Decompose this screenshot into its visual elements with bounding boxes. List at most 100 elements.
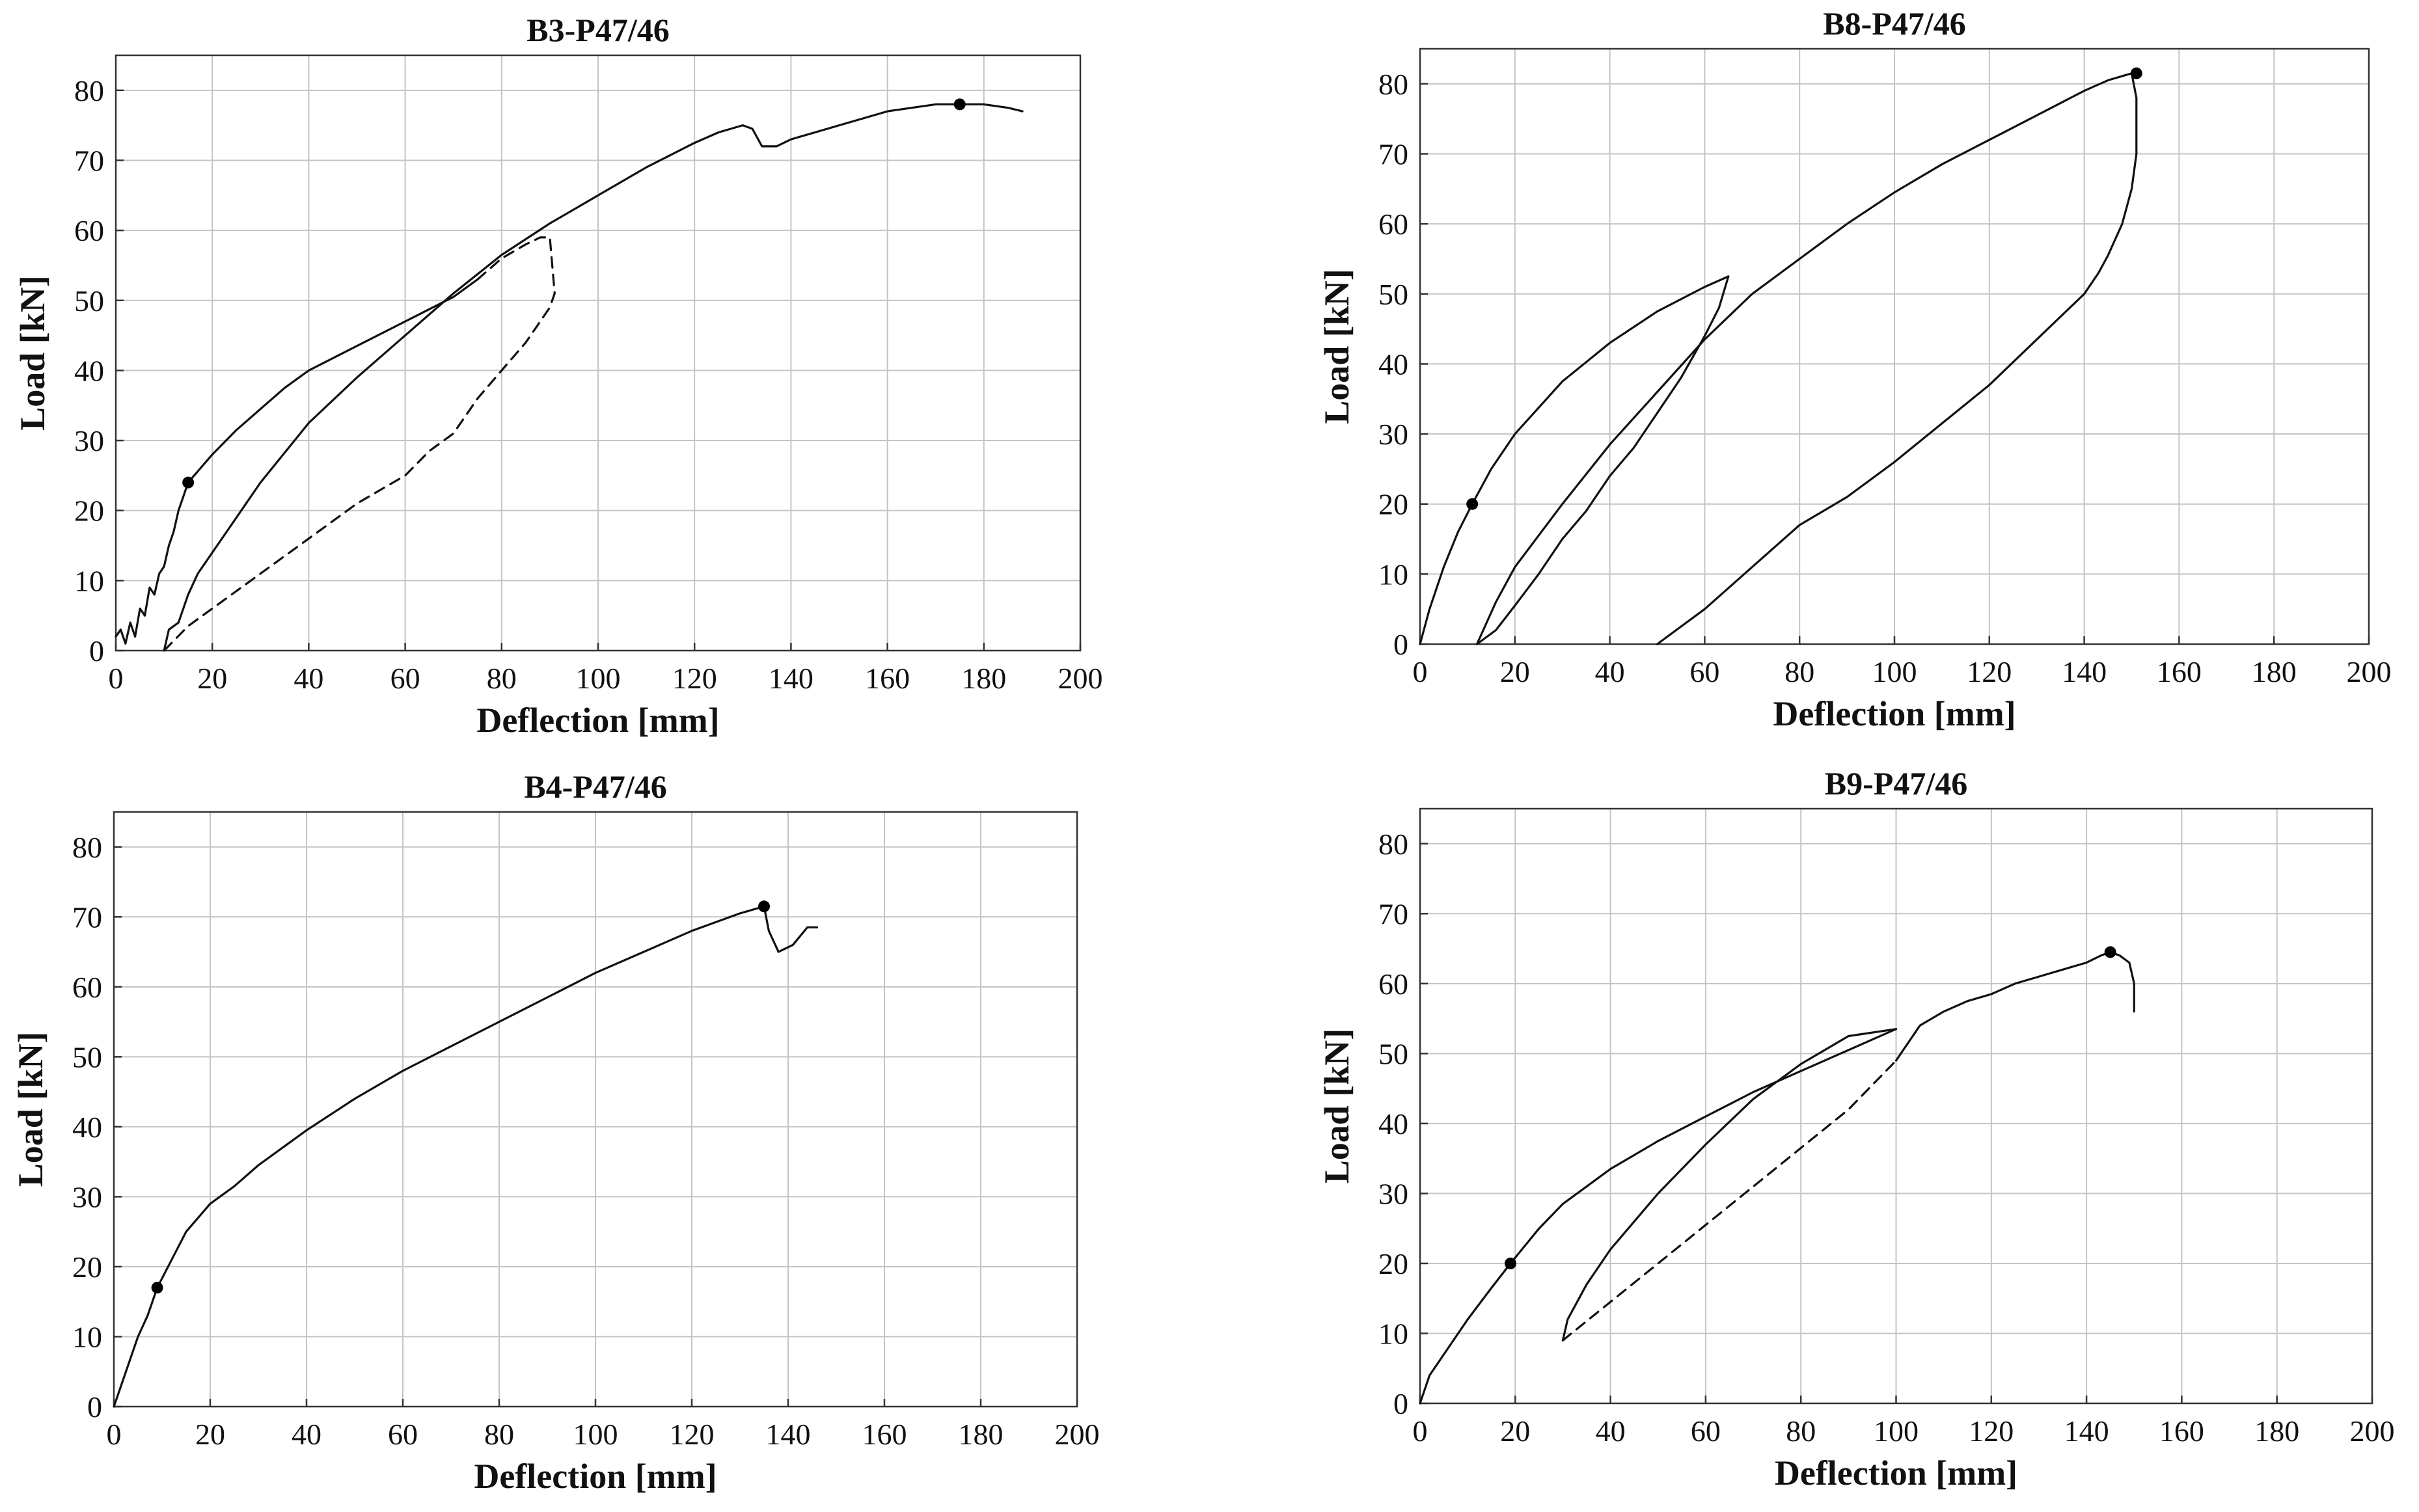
- b8-series-0-line: [1419, 275, 1730, 645]
- b4-xtick-label-160: 160: [862, 1418, 907, 1451]
- b9-xtick-label-0: 0: [1413, 1414, 1428, 1448]
- b9-ytick-label-10: 10: [1378, 1317, 1408, 1350]
- b9-series-2-line: [1561, 1059, 1898, 1342]
- b8-ytick-label-30: 30: [1378, 418, 1408, 451]
- b3-series-1-line: [163, 236, 556, 652]
- b8-y-axis-label: Load [kN]: [1317, 269, 1356, 424]
- b9-xtick-label-80: 80: [1786, 1414, 1816, 1448]
- b9-x-axis-label: Deflection [mm]: [1775, 1453, 2017, 1492]
- b4-x-axis-label: Deflection [mm]: [474, 1457, 717, 1496]
- b3-xtick-label-60: 60: [390, 662, 420, 695]
- b8-xtick-label-60: 60: [1689, 655, 1719, 688]
- b3-xtick-label-80: 80: [487, 662, 517, 695]
- b9-ytick-label-20: 20: [1378, 1247, 1408, 1280]
- b3-xtick-label-40: 40: [294, 662, 323, 695]
- b9-marker-point-0: [1504, 1257, 1516, 1269]
- b3-xtick-label-200: 200: [1058, 662, 1103, 695]
- b8-xtick-label-120: 120: [1967, 655, 2012, 688]
- b3-xtick-label-160: 160: [865, 662, 910, 695]
- b9-ytick-label-80: 80: [1378, 828, 1408, 861]
- b3-xtick-label-100: 100: [576, 662, 621, 695]
- b4-xtick-label-80: 80: [484, 1418, 514, 1451]
- b9-marker-point-1: [2104, 946, 2116, 958]
- b8-xtick-label-180: 180: [2252, 655, 2297, 688]
- b3-x-axis-label: Deflection [mm]: [476, 701, 719, 740]
- b4-ytick-label-0: 0: [87, 1390, 102, 1424]
- b8-ytick-label-50: 50: [1378, 278, 1408, 311]
- b9-y-axis-label: Load [kN]: [1317, 1029, 1356, 1184]
- b9-ytick-label-50: 50: [1378, 1037, 1408, 1070]
- b9-xtick-label-20: 20: [1500, 1414, 1530, 1448]
- b3-marker-point-0: [182, 476, 195, 489]
- b3-series-0-line: [115, 278, 479, 645]
- b4-ytick-label-40: 40: [72, 1111, 102, 1144]
- b4-xtick-label-60: 60: [388, 1418, 418, 1451]
- b9-ytick-label-40: 40: [1378, 1107, 1408, 1141]
- b8-marker-point-1: [2130, 67, 2142, 79]
- b8-ytick-label-40: 40: [1378, 347, 1408, 381]
- b4-xtick-label-180: 180: [959, 1418, 1004, 1451]
- b4-marker-point-1: [758, 900, 770, 913]
- b9-xtick-label-60: 60: [1691, 1414, 1721, 1448]
- b4-ytick-label-50: 50: [72, 1040, 102, 1073]
- b3-ytick-label-10: 10: [74, 564, 104, 597]
- b8-ytick-label-20: 20: [1378, 488, 1408, 521]
- b3-series-2-line: [163, 103, 1024, 652]
- b3-ytick-label-80: 80: [74, 74, 104, 107]
- b3-xtick-label-0: 0: [109, 662, 124, 695]
- b3-xtick-label-180: 180: [961, 662, 1006, 695]
- b8-ytick-label-80: 80: [1378, 68, 1408, 101]
- b8-ytick-label-10: 10: [1378, 558, 1408, 591]
- b8-x-axis-label: Deflection [mm]: [1773, 694, 2016, 733]
- b9-xtick-label-140: 140: [2064, 1414, 2109, 1448]
- b3-chart-title: B3-P47/46: [526, 12, 669, 48]
- b8-xtick-label-200: 200: [2347, 655, 2392, 688]
- b9-xtick-label-160: 160: [2159, 1414, 2204, 1448]
- b4-xtick-label-100: 100: [573, 1418, 618, 1451]
- b8-chart-title: B8-P47/46: [1823, 5, 1965, 42]
- b3-ytick-label-60: 60: [74, 214, 104, 247]
- b9-xtick-label-200: 200: [2350, 1414, 2395, 1448]
- b9-chart-title: B9-P47/46: [1825, 765, 1967, 802]
- b4-xtick-label-200: 200: [1055, 1418, 1100, 1451]
- b9-series-0-line: [1419, 1028, 1898, 1405]
- b9-series-3-line: [1894, 951, 2135, 1062]
- b3-xtick-label-20: 20: [197, 662, 227, 695]
- b8-ytick-label-60: 60: [1378, 208, 1408, 241]
- b4-ytick-label-20: 20: [72, 1250, 102, 1284]
- b8-marker-point-0: [1466, 498, 1479, 510]
- b8-xtick-label-20: 20: [1500, 655, 1530, 688]
- b4-xtick-label-0: 0: [107, 1418, 122, 1451]
- b4-ytick-label-60: 60: [72, 971, 102, 1004]
- b3-ytick-label-50: 50: [74, 284, 104, 317]
- b3-ytick-label-0: 0: [89, 634, 104, 668]
- b4-ytick-label-80: 80: [72, 831, 102, 864]
- panel-b8: 0 20 40 60 80 100 120 140 160 180 200 0 10 20 30 40 50 60…: [1317, 5, 2392, 733]
- b8-ytick-label-0: 0: [1393, 628, 1408, 661]
- b8-xtick-label-40: 40: [1595, 655, 1625, 688]
- b9-xtick-label-180: 180: [2254, 1414, 2299, 1448]
- b4-xtick-label-40: 40: [292, 1418, 321, 1451]
- b4-ytick-label-10: 10: [72, 1320, 102, 1353]
- b4-chart-title: B4-P47/46: [524, 768, 666, 805]
- b4-series-0-line: [113, 905, 819, 1408]
- b8-series-3-line: [1656, 72, 2138, 645]
- b8-series-1-line: [1475, 275, 1730, 645]
- b8-xtick-label-100: 100: [1872, 655, 1917, 688]
- b8-xtick-label-140: 140: [2062, 655, 2107, 688]
- panel-b3: 0 20 40 60 80 100 120 140 160 180 200 0 10 20 30 40 50 60…: [13, 12, 1103, 740]
- b8-xtick-label-80: 80: [1784, 655, 1814, 688]
- b9-ytick-label-60: 60: [1378, 967, 1408, 1001]
- b3-ytick-label-70: 70: [74, 144, 104, 177]
- b3-xtick-label-120: 120: [672, 662, 717, 695]
- b9-ytick-label-30: 30: [1378, 1177, 1408, 1210]
- b3-ytick-label-40: 40: [74, 354, 104, 387]
- b9-xtick-label-120: 120: [1969, 1414, 2014, 1448]
- b9-xtick-label-100: 100: [1874, 1414, 1919, 1448]
- b4-xtick-label-20: 20: [195, 1418, 225, 1451]
- b8-xtick-label-0: 0: [1413, 655, 1428, 688]
- b3-ytick-label-30: 30: [74, 424, 104, 457]
- b9-series-1-line: [1561, 1028, 1898, 1342]
- panel-b9: 0 20 40 60 80 100 120 140 160 180 200 0 10 20 30 40 50 60…: [1317, 765, 2395, 1492]
